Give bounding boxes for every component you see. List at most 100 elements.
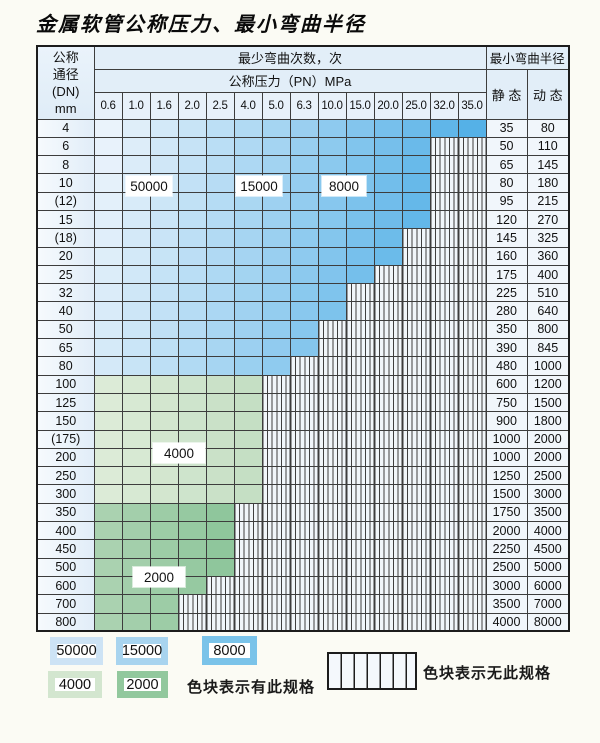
no-spec-cell	[429, 264, 459, 285]
spec-cell	[93, 447, 123, 468]
no-spec-cell	[401, 575, 431, 596]
spec-cell	[261, 356, 291, 376]
spec-cell	[233, 246, 263, 266]
no-spec-cell	[373, 283, 403, 303]
static-header: 静 态	[485, 68, 528, 120]
pressure-value-cell: 1.6	[149, 91, 179, 120]
spec-cell	[205, 301, 235, 321]
spec-cell	[93, 319, 123, 340]
dn-cell: 50	[36, 319, 95, 340]
dynamic-value-cell: 1000	[526, 356, 570, 376]
no-spec-cell	[401, 356, 431, 376]
spec-cell	[233, 447, 263, 468]
table-row: 8 65 145	[36, 155, 570, 175]
spec-cell	[233, 392, 263, 413]
spec-cell	[121, 136, 151, 157]
no-spec-cell	[457, 502, 487, 523]
spec-cell	[317, 301, 347, 321]
pressure-value-cell: 15.0	[345, 91, 375, 120]
spec-cell	[93, 594, 123, 614]
pressure-value-cell: 32.0	[429, 91, 459, 120]
no-spec-cell	[429, 502, 459, 523]
spec-cell	[345, 228, 375, 248]
spec-cell	[205, 191, 235, 211]
dn-cell: 40	[36, 301, 95, 321]
no-spec-cell	[261, 374, 291, 394]
spec-cell	[233, 155, 263, 175]
no-spec-cell	[429, 173, 459, 193]
dynamic-value-cell: 4500	[526, 539, 570, 559]
spec-cell	[401, 118, 431, 138]
no-spec-cell	[401, 484, 431, 504]
dynamic-value-cell: 1800	[526, 411, 570, 431]
no-spec-cell	[373, 521, 403, 541]
no-spec-cell	[373, 301, 403, 321]
no-spec-cell	[373, 575, 403, 596]
spec-cell	[121, 301, 151, 321]
spec-cell	[289, 283, 319, 303]
no-spec-cell	[373, 429, 403, 449]
dn-cell: 125	[36, 392, 95, 413]
no-spec-cell	[317, 338, 347, 358]
spec-cell	[121, 392, 151, 413]
spec-cell	[373, 173, 403, 193]
no-spec-cell	[457, 521, 487, 541]
no-spec-cell	[373, 338, 403, 358]
spec-cell	[177, 136, 207, 157]
no-spec-cell	[317, 612, 347, 632]
no-spec-cell	[289, 594, 319, 614]
no-spec-cell	[401, 283, 431, 303]
no-spec-cell	[317, 374, 347, 394]
dynamic-value-cell: 180	[526, 173, 570, 193]
no-spec-cell	[233, 612, 263, 632]
no-spec-cell	[345, 392, 375, 413]
cycle-count-label: 50000	[126, 176, 172, 196]
no-spec-cell	[233, 521, 263, 541]
no-spec-cell	[233, 557, 263, 577]
spec-cell	[233, 338, 263, 358]
no-spec-cell	[429, 612, 459, 632]
no-spec-cell	[401, 557, 431, 577]
no-spec-cell	[177, 594, 207, 614]
cycle-count-label: 4000	[153, 443, 205, 463]
spec-cell	[289, 319, 319, 340]
no-spec-cell	[429, 301, 459, 321]
no-spec-cell	[345, 447, 375, 468]
spec-cell	[205, 356, 235, 376]
spec-cell	[261, 264, 291, 285]
spec-cell	[121, 228, 151, 248]
spec-cell	[177, 356, 207, 376]
dn-cell: 200	[36, 447, 95, 468]
spec-cell	[289, 136, 319, 157]
spec-cell	[93, 575, 123, 596]
no-spec-cell	[289, 502, 319, 523]
dynamic-value-cell: 800	[526, 319, 570, 340]
spec-cell	[233, 264, 263, 285]
spec-cell	[149, 228, 179, 248]
no-spec-cell	[429, 521, 459, 541]
no-spec-cell	[261, 502, 291, 523]
dynamic-value-cell: 5000	[526, 557, 570, 577]
no-spec-cell	[429, 338, 459, 358]
spec-cell	[177, 374, 207, 394]
no-spec-cell	[457, 228, 487, 248]
no-spec-cell	[345, 594, 375, 614]
no-spec-cell	[317, 411, 347, 431]
cycle-count-label: 2000	[133, 567, 185, 587]
static-value-cell: 160	[485, 246, 528, 266]
legend-swatch-2000: 2000	[117, 671, 168, 698]
no-spec-cell	[457, 429, 487, 449]
table-row: 80 480 1000	[36, 356, 570, 376]
no-spec-cell	[401, 429, 431, 449]
dynamic-value-cell: 270	[526, 209, 570, 230]
no-spec-cell	[373, 612, 403, 632]
dynamic-value-cell: 400	[526, 264, 570, 285]
spec-cell	[457, 118, 487, 138]
no-spec-cell	[457, 264, 487, 285]
spec-cell	[149, 521, 179, 541]
no-spec-cell	[345, 521, 375, 541]
no-spec-cell	[429, 155, 459, 175]
spec-cell	[233, 356, 263, 376]
no-spec-cell	[289, 484, 319, 504]
spec-cell	[121, 338, 151, 358]
